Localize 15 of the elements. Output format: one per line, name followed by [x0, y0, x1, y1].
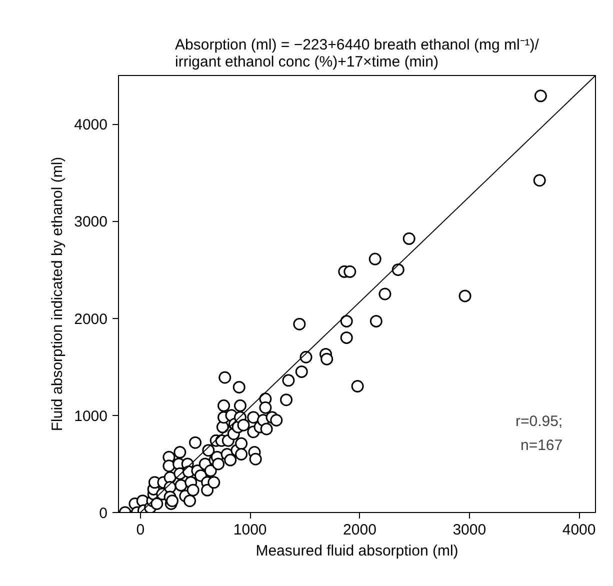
- y-tick-label: 0: [99, 505, 108, 522]
- x-tick-label: 2000: [343, 522, 376, 538]
- chart-title: Absorption (ml) = −223+6440 breath ethanol (mg ml⁻¹)/ irrigant ethanol conc (%)+17×time (min): [175, 36, 540, 70]
- y-axis-title: Fluid absorption indicated by ethanol (ml): [49, 156, 66, 432]
- x-tick-label: 1000: [233, 522, 267, 538]
- annotation: n=167: [520, 437, 563, 454]
- y-tick-label: 4000: [74, 116, 108, 134]
- x-tick-label: 0: [136, 522, 145, 538]
- x-axis-title: Measured fluid absorption (ml): [256, 542, 458, 560]
- x-tick-label: 3000: [452, 522, 486, 538]
- y-tick-label: 3000: [74, 214, 108, 231]
- y-tick-label: 1000: [74, 408, 108, 425]
- annotation: r=0.95;: [515, 412, 563, 430]
- y-tick-label: 2000: [74, 310, 108, 328]
- x-tick-label: 4000: [562, 522, 596, 538]
